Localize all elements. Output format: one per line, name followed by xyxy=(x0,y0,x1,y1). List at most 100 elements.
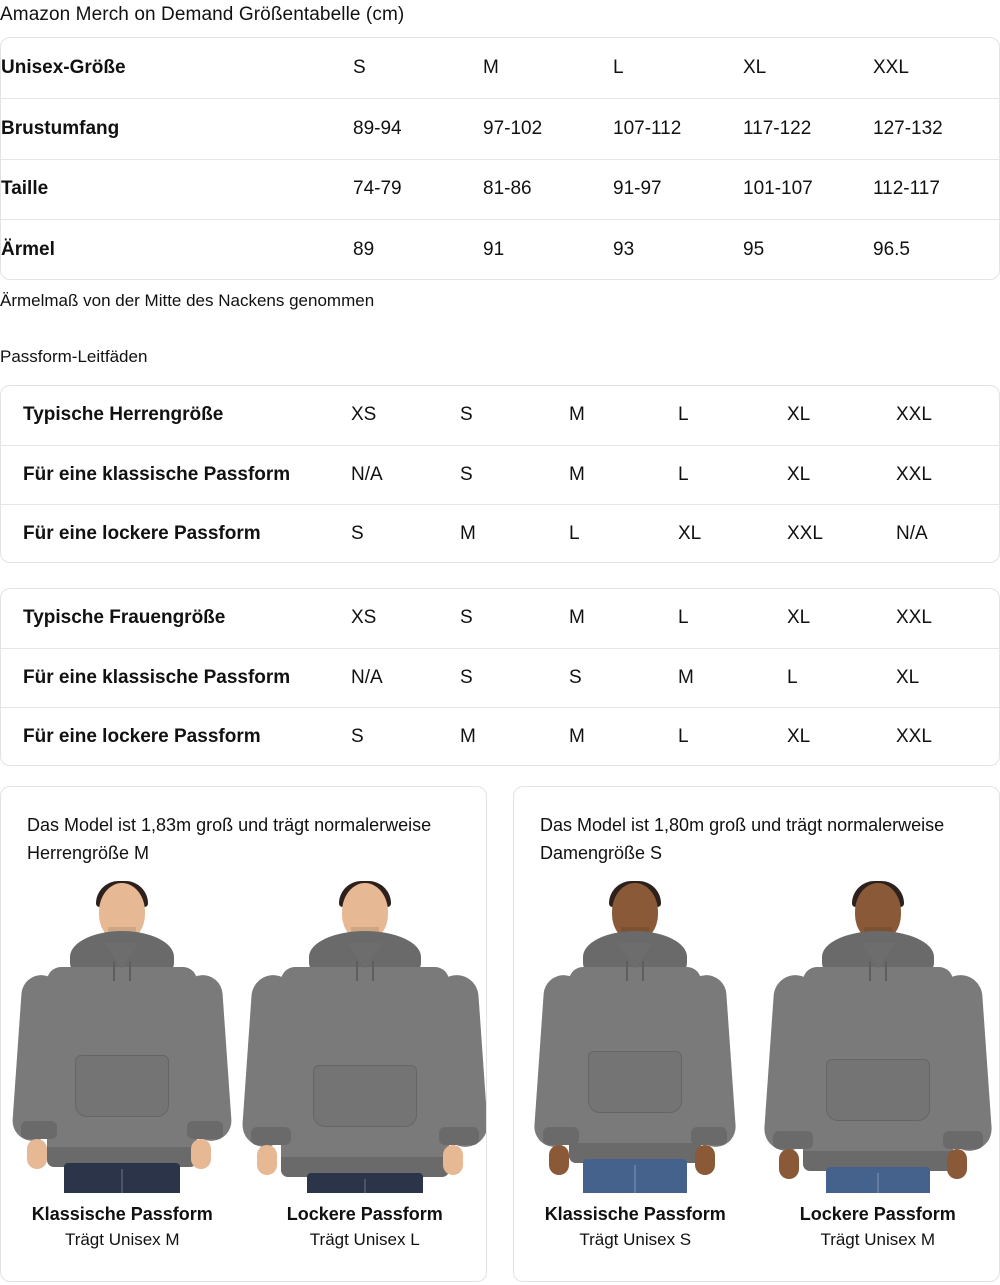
model-label-cell: Lockere Passform Trägt Unisex L xyxy=(244,1201,487,1253)
fit-wears-size: Trägt Unisex L xyxy=(309,1230,420,1249)
hoodie-figure-female-classic xyxy=(514,881,757,1193)
table-cell: XXL xyxy=(873,57,909,78)
table-cell: M xyxy=(483,57,499,78)
table-cell: N/A xyxy=(351,444,460,504)
cuff-right xyxy=(438,1127,479,1145)
table-cell: L xyxy=(678,607,689,629)
jeans xyxy=(306,1173,423,1193)
row-label: Taille xyxy=(1,158,353,220)
fit-name: Klassische Passform xyxy=(31,1204,213,1224)
table-row: Taille 74-79 81-86 91-97 101-107 112-117 xyxy=(1,158,1000,220)
table-cell: S xyxy=(353,57,366,78)
table-cell: S xyxy=(460,404,473,426)
table-header-row: Typische Herrengröße XS S M L XL XXL xyxy=(1,386,1000,445)
table-cell: M xyxy=(460,503,569,563)
mens-fit-table: Typische Herrengröße XS S M L XL XXL Für eine k… xyxy=(1,386,1000,563)
cuff-left xyxy=(543,1127,580,1145)
table-cell: 107-112 xyxy=(613,98,743,159)
table-cell: XL xyxy=(787,404,811,426)
unisex-size-table-card: Unisex-Größe S M L XL XXL Brustumfang 89-94 97-1… xyxy=(0,37,1000,280)
hand-left xyxy=(549,1145,570,1175)
table-cell: L xyxy=(678,404,689,426)
fit-name: Klassische Passform xyxy=(544,1204,726,1224)
womens-fit-table: Typische Frauengröße XS S M L XL XXL Für eine k… xyxy=(1,589,1000,766)
table-cell: L xyxy=(613,57,624,78)
fit-wears-size: Trägt Unisex M xyxy=(820,1230,936,1249)
table-cell: 117-122 xyxy=(743,98,873,159)
model-label-cell: Klassische Passform Trägt Unisex M xyxy=(1,1201,244,1253)
model-label-cell: Klassische Passform Trägt Unisex S xyxy=(514,1201,757,1253)
table-header-row: Unisex-Größe S M L XL XXL xyxy=(1,38,1000,99)
table-cell: S xyxy=(460,607,473,629)
row-label: Typische Frauengröße xyxy=(23,607,226,629)
table-cell: 74-79 xyxy=(353,158,483,220)
row-label: Brustumfang xyxy=(1,98,353,159)
table-row: Brustumfang 89-94 97-102 107-112 117-122 127-… xyxy=(1,98,1000,159)
hand-right xyxy=(191,1139,212,1169)
jeans xyxy=(583,1159,688,1193)
table-row: Für eine lockere Passform S M L XL XXL N/A xyxy=(1,503,1000,563)
table-cell: XXL xyxy=(896,607,932,629)
fit-wears-size: Trägt Unisex M xyxy=(64,1230,180,1249)
table-cell: L xyxy=(569,503,678,563)
hand-left xyxy=(778,1149,799,1179)
hoodie-figure-female-relaxed xyxy=(757,881,1000,1193)
model-label-cell: Lockere Passform Trägt Unisex M xyxy=(757,1201,1000,1253)
hoodie-hem xyxy=(47,1147,198,1167)
fit-wears-size: Trägt Unisex S xyxy=(579,1230,692,1249)
table-cell: M xyxy=(569,706,678,766)
drawstring-right xyxy=(129,961,132,981)
hand-left xyxy=(256,1145,277,1175)
kangaroo-pocket xyxy=(588,1051,683,1113)
cuff-right xyxy=(187,1121,224,1139)
table-cell: 96.5 xyxy=(873,219,1000,280)
table-cell: XS xyxy=(351,404,377,426)
row-label: Ärmel xyxy=(1,219,353,280)
table-cell: S xyxy=(460,647,569,707)
table-cell: M xyxy=(569,444,678,504)
drawstring-right xyxy=(371,961,374,981)
female-model-caption: Das Model ist 1,80m groß und trägt norma… xyxy=(540,815,945,863)
jeans-seam xyxy=(121,1169,124,1193)
male-model-caption: Das Model ist 1,83m groß und trägt norma… xyxy=(27,815,432,863)
male-model-card: Das Model ist 1,83m groß und trägt norma… xyxy=(0,786,487,1282)
table-cell: XXL xyxy=(787,503,896,563)
drawstring-left xyxy=(355,961,358,981)
sleeve-measurement-note: Ärmelmaß von der Mitte des Nackens genom… xyxy=(0,291,375,310)
male-model-figures xyxy=(1,881,486,1193)
hood-neckline xyxy=(347,943,382,969)
table-cell: XS xyxy=(351,607,377,629)
table-cell: XL xyxy=(896,647,1000,707)
model-figure-classic xyxy=(514,881,757,1193)
jeans-seam xyxy=(363,1179,366,1193)
fit-name: Lockere Passform xyxy=(799,1204,956,1224)
table-cell: XL xyxy=(678,503,787,563)
kangaroo-pocket xyxy=(75,1055,170,1117)
row-label: Typische Herrengröße xyxy=(23,404,224,426)
table-cell: 81-86 xyxy=(483,158,613,220)
drawstring-left xyxy=(113,961,116,981)
jeans-seam xyxy=(634,1165,637,1193)
table-cell: 89-94 xyxy=(353,98,483,159)
row-label: Für eine klassische Passform xyxy=(1,444,351,504)
table-row: Für eine klassische Passform N/A S M L XL XXL xyxy=(1,444,1000,504)
table-cell: 97-102 xyxy=(483,98,613,159)
kangaroo-pocket xyxy=(825,1059,930,1121)
drawstring-left xyxy=(868,961,871,981)
hoodie-body xyxy=(569,967,702,1163)
table-cell: XL xyxy=(787,444,896,504)
fit-name: Lockere Passform xyxy=(286,1204,443,1224)
page-title: Amazon Merch on Demand Größentabelle (cm… xyxy=(0,4,405,25)
jeans-seam xyxy=(876,1173,879,1193)
hand-right xyxy=(946,1149,967,1179)
table-cell: S xyxy=(351,503,460,563)
hoodie-hem xyxy=(802,1151,953,1171)
table-cell: S xyxy=(460,444,569,504)
table-cell: 101-107 xyxy=(743,158,873,220)
table-cell: L xyxy=(678,444,787,504)
row-label: Für eine lockere Passform xyxy=(1,503,351,563)
table-cell: S xyxy=(569,647,678,707)
hood-neckline xyxy=(860,943,895,969)
table-cell: M xyxy=(678,647,787,707)
